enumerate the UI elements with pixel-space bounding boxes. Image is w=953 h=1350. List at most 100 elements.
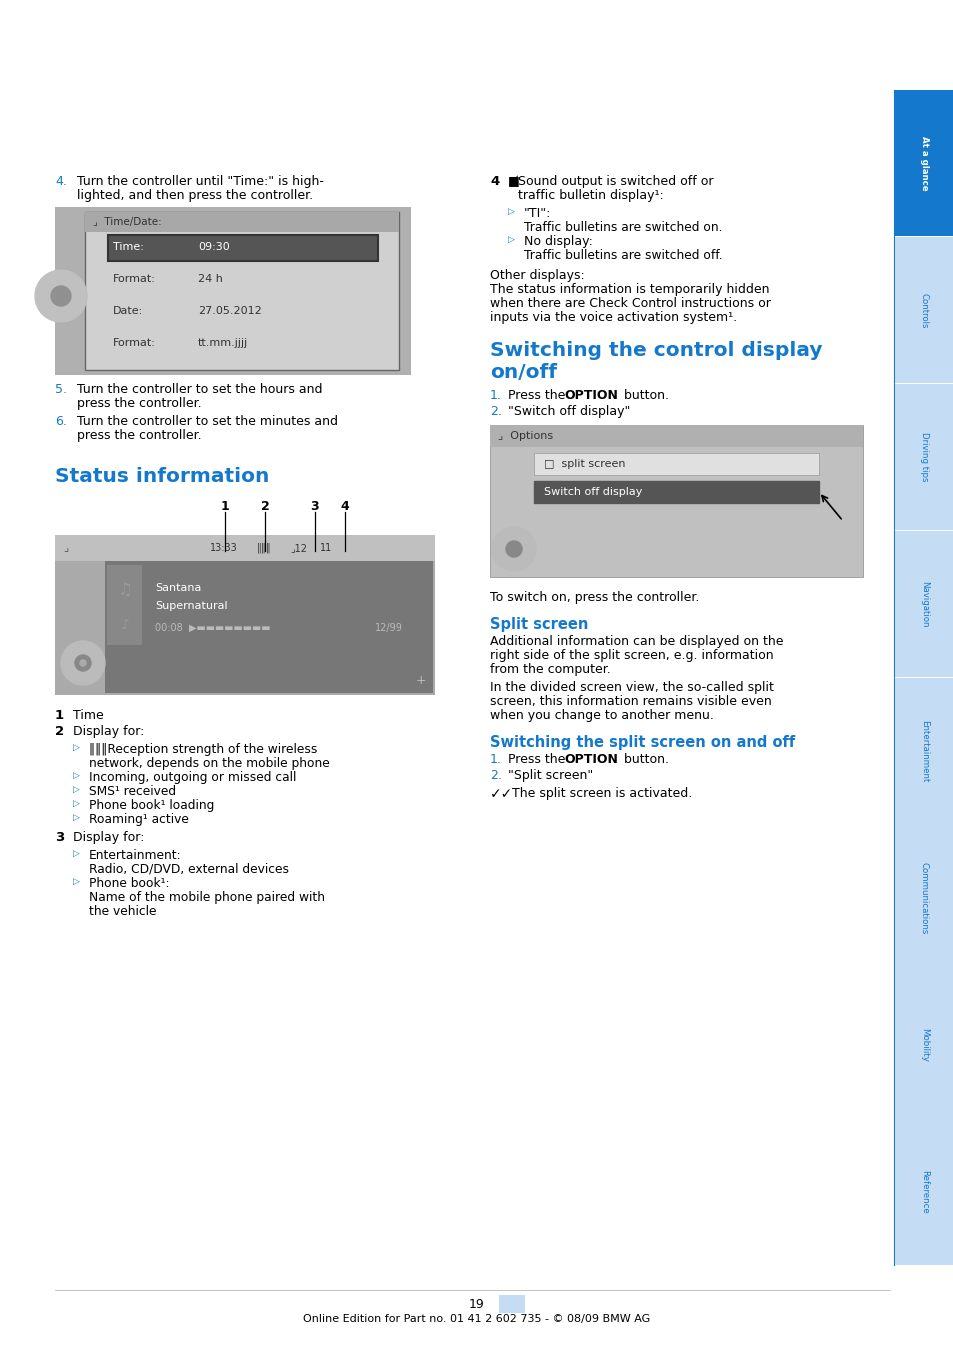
Bar: [105, 562, 433, 693]
Text: Supernatural: Supernatural: [154, 601, 228, 612]
Text: 5.: 5.: [55, 383, 67, 396]
Text: Display for:: Display for:: [73, 725, 144, 738]
Text: 13:33: 13:33: [210, 543, 237, 554]
Text: ‖‖‖Reception strength of the wireless: ‖‖‖Reception strength of the wireless: [89, 743, 317, 756]
Bar: [894, 825, 953, 971]
Text: ⌟  Time/Date:: ⌟ Time/Date:: [92, 217, 162, 227]
Text: At a glance: At a glance: [919, 136, 928, 190]
Text: Time: Time: [73, 709, 104, 722]
Text: Navigation: Navigation: [919, 580, 928, 628]
Text: 2.: 2.: [490, 405, 501, 418]
Text: 09:30: 09:30: [198, 242, 230, 252]
Text: Phone book¹:: Phone book¹:: [89, 878, 170, 890]
Bar: [894, 971, 953, 1118]
Text: 24 h: 24 h: [198, 274, 223, 284]
Text: "Split screen": "Split screen": [507, 769, 593, 782]
Text: Switching the split screen on and off: Switching the split screen on and off: [490, 734, 795, 751]
Text: Turn the controller to set the minutes and: Turn the controller to set the minutes a…: [77, 414, 337, 428]
Text: right side of the split screen, e.g. information: right side of the split screen, e.g. inf…: [490, 649, 773, 662]
Text: SMS¹ received: SMS¹ received: [89, 784, 176, 798]
Circle shape: [75, 655, 91, 671]
Bar: [894, 678, 953, 824]
Text: Entertainment:: Entertainment:: [89, 849, 181, 863]
Text: Reference: Reference: [919, 1169, 928, 1214]
Circle shape: [492, 526, 536, 571]
Text: network, depends on the mobile phone: network, depends on the mobile phone: [89, 757, 330, 769]
Text: Online Edition for Part no. 01 41 2 602 735 - © 08/09 BMW AG: Online Edition for Part no. 01 41 2 602 …: [303, 1314, 650, 1324]
Text: Mobility: Mobility: [919, 1027, 928, 1061]
Text: when there are Check Control instructions or: when there are Check Control instruction…: [490, 297, 770, 310]
Bar: [534, 481, 818, 504]
Text: Radio, CD/DVD, external devices: Radio, CD/DVD, external devices: [89, 863, 289, 876]
Text: Format:: Format:: [112, 274, 155, 284]
Bar: [85, 212, 398, 232]
Text: Date:: Date:: [112, 306, 143, 316]
Circle shape: [505, 541, 521, 558]
Text: ▷: ▷: [73, 743, 80, 752]
Text: ▷: ▷: [73, 813, 80, 822]
Circle shape: [35, 270, 87, 323]
Text: The status information is temporarily hidden: The status information is temporarily hi…: [490, 284, 769, 296]
Text: Press the: Press the: [507, 389, 569, 402]
Text: The split screen is activated.: The split screen is activated.: [512, 787, 692, 801]
Bar: [85, 212, 398, 370]
Text: ✓✓: ✓✓: [490, 787, 513, 801]
Text: 2: 2: [55, 725, 64, 738]
Bar: [490, 425, 862, 576]
Text: Incoming, outgoing or missed call: Incoming, outgoing or missed call: [89, 771, 296, 784]
Text: Display for:: Display for:: [73, 832, 144, 844]
Bar: [107, 566, 142, 645]
Text: 4: 4: [490, 176, 498, 188]
Bar: [894, 383, 953, 531]
Text: Santana: Santana: [154, 583, 201, 593]
Text: Other displays:: Other displays:: [490, 269, 584, 282]
Text: ▷: ▷: [73, 771, 80, 780]
Bar: [894, 531, 953, 676]
Circle shape: [51, 286, 71, 306]
Text: ⌟  Options: ⌟ Options: [497, 431, 553, 441]
Text: the vehicle: the vehicle: [89, 904, 156, 918]
Bar: [490, 425, 862, 447]
Text: Format:: Format:: [112, 338, 155, 348]
Text: lighted, and then press the controller.: lighted, and then press the controller.: [77, 189, 313, 202]
Text: 3: 3: [311, 500, 319, 513]
Text: tt.mm.jjjj: tt.mm.jjjj: [198, 338, 248, 348]
Text: 1: 1: [55, 709, 64, 722]
Bar: [55, 535, 435, 562]
Text: 6.: 6.: [55, 414, 67, 428]
Text: ▷: ▷: [507, 235, 515, 244]
Text: press the controller.: press the controller.: [77, 397, 201, 410]
Text: when you change to another menu.: when you change to another menu.: [490, 709, 713, 722]
Text: ‖‖‖: ‖‖‖: [256, 543, 272, 554]
Text: ⌟12: ⌟12: [290, 543, 307, 554]
Text: ■̸: ■̸: [507, 176, 519, 188]
Circle shape: [61, 641, 105, 684]
Text: traffic bulletin display¹:: traffic bulletin display¹:: [517, 189, 663, 202]
Bar: [55, 535, 435, 695]
Text: Entertainment: Entertainment: [919, 720, 928, 782]
Bar: [498, 1295, 524, 1314]
Text: 1.: 1.: [490, 753, 501, 765]
Text: "Switch off display": "Switch off display": [507, 405, 630, 418]
Bar: [534, 454, 818, 475]
Bar: [108, 235, 377, 261]
Text: 00:08  ▶▬▬▬▬▬▬▬▬: 00:08 ▶▬▬▬▬▬▬▬▬: [154, 622, 271, 633]
Text: ⌟: ⌟: [63, 543, 69, 554]
Text: Controls: Controls: [919, 293, 928, 328]
Text: ▷: ▷: [73, 784, 80, 794]
Text: OPTION: OPTION: [563, 753, 618, 765]
Bar: [894, 236, 953, 383]
Text: Additional information can be displayed on the: Additional information can be displayed …: [490, 634, 782, 648]
Text: press the controller.: press the controller.: [77, 429, 201, 441]
Text: Switch off display: Switch off display: [543, 487, 641, 497]
Text: Press the: Press the: [507, 753, 569, 765]
Text: 4: 4: [340, 500, 349, 513]
Text: No display:: No display:: [523, 235, 592, 248]
Text: ▷: ▷: [507, 207, 515, 216]
Text: OPTION: OPTION: [563, 389, 618, 402]
Text: 2: 2: [260, 500, 269, 513]
Text: Turn the controller until "Time:" is high-: Turn the controller until "Time:" is hig…: [77, 176, 323, 188]
Text: □  split screen: □ split screen: [543, 459, 625, 468]
Text: Communications: Communications: [919, 861, 928, 934]
Text: Driving tips: Driving tips: [919, 432, 928, 482]
